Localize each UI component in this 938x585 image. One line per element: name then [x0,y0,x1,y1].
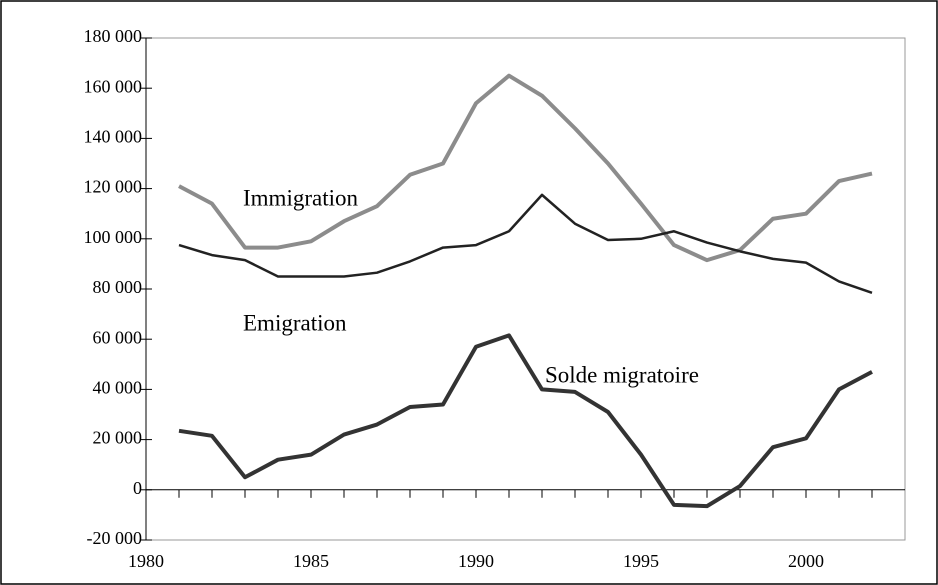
y-tick-label: 100 000 [84,227,143,247]
x-tick-label: 1980 [128,551,164,571]
series-line [178,193,873,294]
series-line [178,73,873,263]
y-tick-label: -20 000 [87,528,143,548]
x-tick-label: 2000 [788,551,824,571]
y-tick-label: 0 [133,478,142,498]
y-tick-label: 80 000 [93,277,143,297]
y-tick-label: 40 000 [93,378,143,398]
series-label: Emigration [243,310,347,335]
y-tick-label: 60 000 [93,327,143,347]
y-tick-label: 20 000 [93,428,143,448]
y-tick-label: 160 000 [84,76,143,96]
y-tick-label: 180 000 [84,26,143,46]
x-tick-label: 1990 [458,551,494,571]
x-tick-label: 1995 [623,551,659,571]
series-line [178,333,873,509]
series-label: Solde migratoire [545,362,699,387]
x-tick-label: 1985 [293,551,329,571]
series-label: Immigration [243,185,358,210]
y-tick-label: 140 000 [84,127,143,147]
y-tick-label: 120 000 [84,177,143,197]
